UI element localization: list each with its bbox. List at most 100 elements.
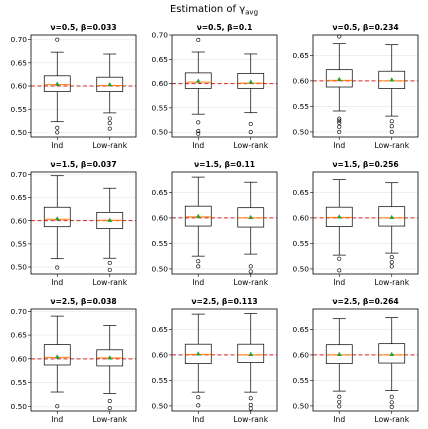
- box-iqr: [43, 206, 71, 228]
- y-tick-label: 0.65: [11, 193, 28, 202]
- figure-title: Estimation of γavg: [170, 4, 258, 17]
- y-tick-label: 0.50: [152, 265, 169, 274]
- axes-frame: [312, 34, 419, 138]
- axes-frame: [171, 171, 278, 275]
- y-tick-label: 0.65: [11, 58, 28, 67]
- x-tick-label: Low-rank: [374, 415, 409, 424]
- outlier-point: [389, 260, 394, 265]
- outlier-point: [389, 119, 394, 124]
- x-tick-label: Ind: [51, 415, 63, 424]
- figure-title-subscript: avg: [245, 9, 258, 17]
- x-tick-label: Low-rank: [92, 415, 127, 424]
- y-tick-label: 0.65: [152, 188, 169, 197]
- y-tick-label: 0.70: [11, 307, 28, 316]
- outlier-point: [55, 125, 60, 130]
- boxplot-low-rank: [378, 182, 406, 269]
- boxplot-ind: [325, 179, 353, 273]
- outlier-point: [248, 406, 253, 411]
- mean-marker: [336, 214, 342, 219]
- mean-marker: [248, 79, 254, 84]
- outlier-point: [107, 121, 112, 126]
- mean-marker: [248, 351, 254, 356]
- outlier-point: [107, 267, 112, 272]
- subplot-title: ν=0.5, β=0.033: [50, 23, 116, 32]
- outlier-point: [107, 116, 112, 121]
- y-tick-label: 0.65: [11, 331, 28, 340]
- subplot-title: ν=1.5, β=0.11: [194, 160, 255, 169]
- mean-marker: [54, 354, 60, 359]
- outlier-point: [389, 394, 394, 399]
- box-iqr: [378, 206, 406, 227]
- y-tick-label: 0.60: [152, 214, 169, 223]
- mean-marker: [107, 82, 113, 87]
- outlier-point: [107, 260, 112, 265]
- mean-marker: [107, 355, 113, 360]
- y-tick-label: 0.60: [11, 216, 28, 225]
- subplot-title: ν=2.5, β=0.038: [50, 297, 116, 306]
- boxplot-ind: [184, 176, 212, 269]
- mean-marker: [54, 81, 60, 86]
- outlier-point: [337, 116, 342, 121]
- box-iqr: [184, 205, 212, 227]
- subplot-title: ν=0.5, β=0.234: [332, 23, 398, 32]
- y-tick-label: 0.55: [152, 239, 169, 248]
- y-tick-label: 0.60: [11, 354, 28, 363]
- box-iqr: [237, 343, 265, 363]
- box-iqr: [378, 343, 406, 364]
- subplot: ν=1.5, β=0.256 0.50 0.55 0.60 0.65 Ind Low-ran…: [293, 160, 419, 287]
- subplot: ν=2.5, β=0.113 0.50 0.55 0.60 0.65 Ind Low-ran…: [152, 297, 278, 424]
- axes-frame: [312, 171, 419, 275]
- y-tick-label: 0.55: [293, 239, 310, 248]
- box-iqr: [325, 69, 353, 88]
- outlier-point: [337, 256, 342, 261]
- mean-marker: [336, 76, 342, 81]
- y-tick-label: 0.65: [152, 325, 169, 334]
- mean-marker: [336, 351, 342, 356]
- y-tick-label: 0.65: [293, 51, 310, 60]
- x-tick-label: Ind: [333, 278, 345, 287]
- mean-marker: [54, 216, 60, 221]
- outlier-point: [55, 37, 60, 42]
- x-tick-label: Ind: [192, 415, 204, 424]
- subplot-title: ν=0.5, β=0.1: [197, 23, 253, 32]
- boxplot-low-rank: [96, 325, 124, 411]
- outlier-point: [337, 124, 342, 129]
- y-tick-label: 0.65: [293, 188, 310, 197]
- y-tick-label: 0.60: [152, 79, 169, 88]
- boxplot-ind: [184, 313, 212, 408]
- y-tick-label: 0.65: [152, 55, 169, 64]
- outlier-point: [337, 120, 342, 125]
- y-tick-label: 0.55: [11, 239, 28, 248]
- boxplot-ind: [43, 175, 71, 270]
- y-tick-label: 0.50: [293, 265, 310, 274]
- outlier-point: [196, 264, 201, 269]
- boxplot-low-rank: [237, 53, 265, 135]
- y-tick-label: 0.55: [152, 376, 169, 385]
- mean-marker: [389, 77, 395, 82]
- boxplot-low-rank: [378, 317, 406, 409]
- subplot: ν=1.5, β=0.11 0.50 0.55 0.60 0.65 Ind Low-rank: [152, 160, 278, 287]
- outlier-point: [337, 399, 342, 404]
- outlier-point: [196, 131, 201, 136]
- x-tick-label: Low-rank: [233, 278, 268, 287]
- y-tick-label: 0.60: [293, 351, 310, 360]
- mean-marker: [389, 214, 395, 219]
- boxplot-ind: [184, 37, 212, 136]
- outlier-point: [107, 126, 112, 131]
- y-tick-label: 0.50: [293, 402, 310, 411]
- x-tick-label: Ind: [333, 141, 345, 150]
- y-tick-label: 0.60: [11, 82, 28, 91]
- y-tick-label: 0.55: [11, 105, 28, 114]
- boxplot-low-rank: [96, 187, 124, 272]
- outlier-point: [389, 264, 394, 269]
- boxplot-low-rank: [96, 53, 124, 131]
- box-iqr: [184, 343, 212, 364]
- y-tick-label: 0.50: [11, 263, 28, 272]
- mean-marker: [195, 78, 201, 83]
- axes-frame: [312, 308, 419, 412]
- outlier-point: [389, 129, 394, 134]
- outlier-point: [196, 259, 201, 264]
- subplot: ν=2.5, β=0.264 0.50 0.55 0.60 0.65 Ind Low-ran…: [293, 297, 419, 424]
- y-tick-label: 0.55: [152, 103, 169, 112]
- y-tick-label: 0.50: [11, 402, 28, 411]
